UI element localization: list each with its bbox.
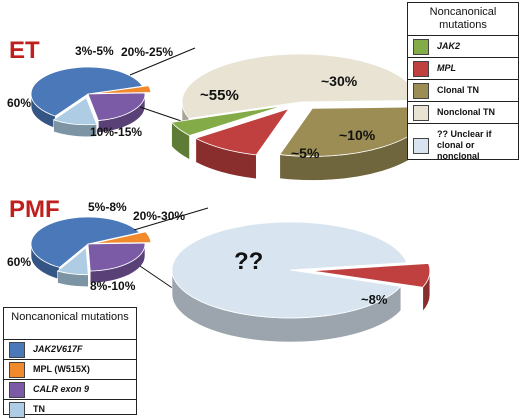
- et-calr-label: 20%-25%: [121, 45, 174, 59]
- pmf-breakout-pie-slice-1: [311, 263, 431, 288]
- legend-item-tn: TN: [4, 399, 136, 419]
- legend-swatch-nonclonal-tn: [413, 104, 429, 121]
- legend-label-tn: TN: [33, 404, 45, 414]
- et-tn-label: 10%-15%: [90, 125, 143, 139]
- canonical-legend: Noncanonical mutations JAK2V617F MPL (W5…: [3, 307, 137, 418]
- legend-item-jak2v617f: JAK2V617F: [4, 339, 136, 359]
- legend-label-clonal-tn: Clonal TN: [437, 85, 479, 95]
- legend-label-mpl-w515x: MPL (W515X): [33, 364, 90, 374]
- et-jak2v617f-label: 60%: [7, 96, 32, 110]
- noncanonical-legend-title: Noncanonical mutations: [429, 6, 497, 31]
- pmf-breakout-pie-slice-0: [171, 221, 408, 319]
- pmf-pie-slice-2: [87, 242, 146, 272]
- canonical-legend-title: Noncanonical mutations: [11, 311, 129, 323]
- legend-item-unclear: ?? Unclear if clonal or nonclonal: [408, 123, 518, 167]
- legend-item-jak2: JAK2: [408, 35, 518, 57]
- legend-item-calr: CALR exon 9: [4, 379, 136, 399]
- pmf-unclear-label: ??: [234, 248, 264, 275]
- et-mpl-label: 3%-5%: [75, 44, 114, 58]
- legend-item-nonclonal-tn: Nonclonal TN: [408, 101, 518, 123]
- pmf-panel-title: PMF: [9, 196, 60, 223]
- et-breakout-pie-slice-2: [194, 108, 290, 156]
- legend-label-jak2: JAK2: [437, 41, 461, 51]
- et-clonal-tn-label: ~30%: [321, 73, 358, 89]
- et-pie-slice-1: [93, 85, 152, 94]
- pmf-pie-slice-1: [93, 231, 152, 244]
- et-pie-slice-2: [87, 92, 146, 121]
- et-nonclonal-tn-label: ~55%: [200, 87, 239, 104]
- legend-item-mpl: MPL: [408, 57, 518, 79]
- pmf-calr-label: 20%-30%: [133, 209, 186, 223]
- legend-swatch-tn: [9, 401, 25, 418]
- noncanonical-legend: Noncanonical mutations JAK2 MPL Clonal T…: [407, 2, 519, 161]
- legend-item-clonal-tn: Clonal TN: [408, 79, 518, 101]
- pmf-connector-top: [133, 207, 209, 231]
- et-panel-title: ET: [9, 37, 40, 64]
- legend-swatch-unclear: [413, 137, 429, 154]
- pmf-pie-slice-0: [30, 216, 141, 268]
- et-pie-slice-3: [52, 97, 98, 126]
- legend-label-mpl: MPL: [437, 63, 456, 73]
- pmf-tn-label: 8%-10%: [90, 279, 136, 293]
- legend-swatch-mpl: [413, 60, 429, 77]
- legend-item-mpl-w515x: MPL (W515X): [4, 359, 136, 379]
- pmf-mpl-breakout-label: ~8%: [361, 292, 388, 307]
- et-mpl-breakout-label: ~10%: [339, 127, 376, 143]
- et-pie-slice-0: [30, 66, 144, 117]
- legend-label-nonclonal-tn: Nonclonal TN: [437, 107, 495, 117]
- pmf-jak2v617f-label: 60%: [7, 255, 32, 269]
- pmf-mpl-label: 5%-8%: [88, 200, 127, 214]
- legend-swatch-calr: [9, 381, 25, 398]
- pmf-pie-slice-3: [56, 246, 89, 276]
- legend-label-unclear: ?? Unclear if clonal or nonclonal: [437, 129, 492, 161]
- legend-swatch-clonal-tn: [413, 82, 429, 99]
- legend-label-jak2v617f: JAK2V617F: [33, 344, 83, 354]
- legend-swatch-mpl-w515x: [9, 361, 25, 378]
- et-connector-top: [129, 47, 196, 76]
- legend-swatch-jak2: [413, 38, 429, 55]
- legend-swatch-jak2v617f: [9, 341, 25, 358]
- et-jak2-breakout-label: ~5%: [291, 145, 320, 161]
- et-breakout-pie-slice-3: [170, 105, 283, 136]
- et-breakout-pie-slice-0: [181, 53, 419, 119]
- legend-label-calr: CALR exon 9: [33, 384, 90, 394]
